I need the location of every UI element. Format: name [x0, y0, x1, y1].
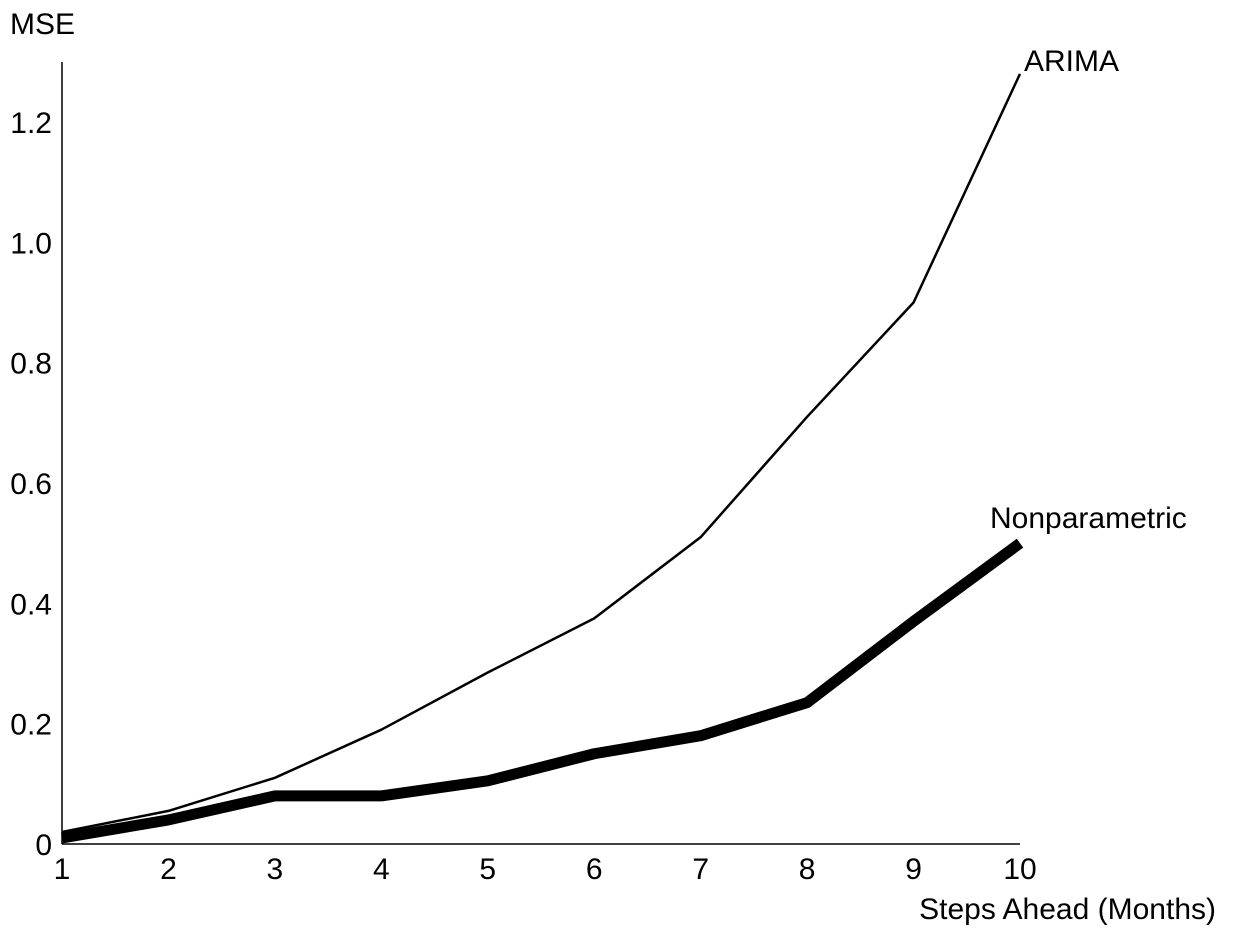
- x-axis-title: Steps Ahead (Months): [919, 893, 1216, 926]
- y-tick-label: 0.2: [10, 709, 52, 742]
- y-tick-label: 1.0: [10, 227, 52, 260]
- x-tick-labels: 1 2 3 4 5 6 7 8 9 10: [54, 853, 1037, 886]
- y-tick-label: 1.2: [10, 107, 52, 140]
- series-label-arima: ARIMA: [1024, 45, 1119, 78]
- series-lines: [61, 73, 1024, 844]
- series-line-arima: [61, 73, 1022, 834]
- series-label-nonparametric: Nonparametric: [990, 502, 1187, 535]
- x-tick-label: 5: [479, 853, 496, 886]
- y-tick-label: 0.8: [10, 348, 52, 381]
- x-tick-label: 10: [1003, 853, 1036, 886]
- y-tick-label: 0.6: [10, 468, 52, 501]
- axes: [61, 62, 1020, 845]
- series-line-nonparametric: [61, 538, 1024, 844]
- x-tick-label: 4: [373, 853, 390, 886]
- y-tick-label: 0: [35, 829, 52, 862]
- x-tick-label: 7: [692, 853, 709, 886]
- x-tick-label: 6: [586, 853, 603, 886]
- series-labels: ARIMA Nonparametric: [990, 45, 1187, 535]
- y-tick-label: 0.4: [10, 588, 52, 621]
- x-tick-label: 8: [799, 853, 816, 886]
- x-tick-label: 1: [54, 853, 71, 886]
- y-tick-labels: 0 0.2 0.4 0.6 0.8 1.0 1.2: [10, 107, 52, 862]
- x-tick-label: 2: [160, 853, 177, 886]
- y-axis-title: MSE: [10, 8, 75, 41]
- x-tick-label: 9: [905, 853, 922, 886]
- x-tick-label: 3: [267, 853, 284, 886]
